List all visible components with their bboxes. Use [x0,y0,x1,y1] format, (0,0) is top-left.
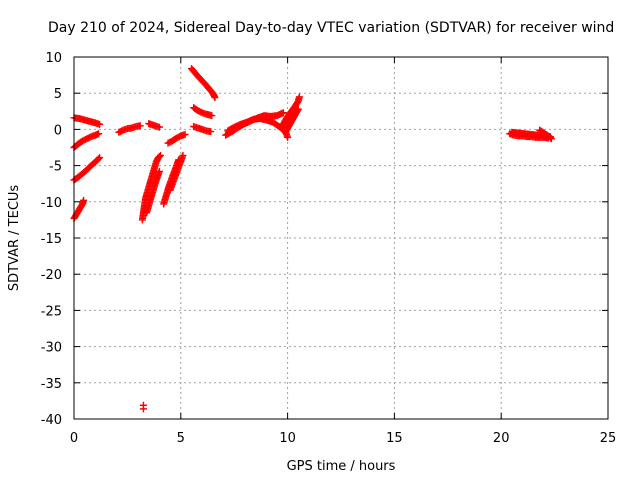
y-tick-label: -10 [41,196,62,211]
data-point [155,167,163,175]
x-tick-label: 25 [600,431,617,446]
data-point [96,154,104,162]
data-point [80,196,88,204]
data-point [279,109,287,117]
y-tick-label: 0 [54,123,62,138]
data-point [547,135,555,143]
series-arc-2 [70,130,103,151]
series-arc-12 [187,65,219,102]
series-outliers [139,401,147,413]
data-point [181,130,189,138]
data-point [96,120,104,128]
x-tick-label: 10 [279,431,296,446]
x-tick-label: 15 [386,431,403,446]
y-tick-label: -40 [41,413,62,428]
axis-ticks: 0 5 10 15 20 25 -40 -35 -30 -25 -20 -15 -10 -5 0 5 10 [41,51,617,446]
series-arc-10 [166,151,187,194]
chart-title: Day 210 of 2024, Sidereal Day-to-day VTE… [48,20,614,36]
y-tick-label: 10 [45,51,62,66]
y-tick-label: -20 [41,268,62,283]
series-arc-14 [190,123,215,136]
data-point [207,128,215,136]
x-axis-label: GPS time / hours [287,459,396,474]
y-tick-label: -30 [41,341,62,356]
x-tick-label: 0 [70,431,78,446]
series-arc-11 [164,130,189,147]
data-point [95,155,103,163]
y-tick-label: 5 [54,87,62,102]
y-tick-label: -35 [41,377,62,392]
series-arc-6 [145,120,163,131]
series-arc-8 [143,167,163,217]
series-arc-5 [115,122,144,136]
series-arc-3 [70,154,104,184]
data-point [155,153,163,161]
y-axis-label: SDTVAR / TECUs [7,185,22,292]
series-arc-13 [190,104,216,120]
data-point [157,151,165,159]
data-points [70,65,555,413]
y-tick-label: -25 [41,304,62,319]
grid [74,57,608,419]
data-point [208,112,216,120]
data-point [155,123,163,131]
series-arc-21 [536,126,555,143]
data-point [295,93,303,101]
series-arc-1 [70,114,104,128]
data-point [211,94,219,102]
x-tick-label: 5 [177,431,185,446]
data-point [139,405,147,413]
series-arc-17 [277,93,303,132]
data-point [136,122,144,130]
data-point [294,105,302,113]
series-arc-4 [70,196,88,222]
data-point [284,133,292,141]
y-tick-label: -15 [41,232,62,247]
y-tick-label: -5 [49,160,62,175]
data-point [179,151,187,159]
data-point [95,130,103,138]
x-tick-label: 20 [493,431,510,446]
series-arc-18 [281,105,302,136]
